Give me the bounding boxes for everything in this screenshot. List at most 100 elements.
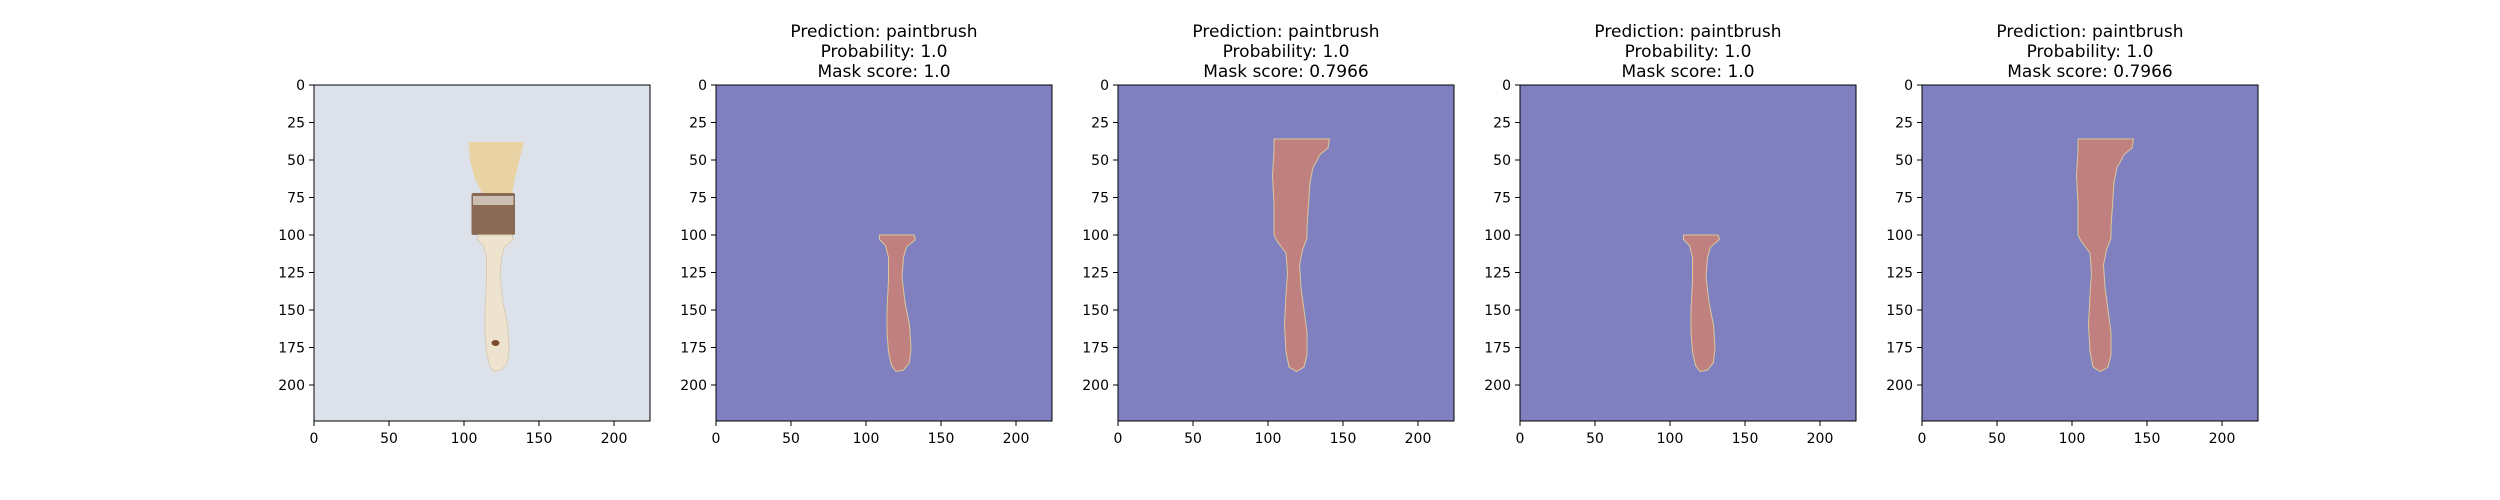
y-tick-label: 75 — [1091, 191, 1109, 207]
axes-frame — [715, 84, 1053, 422]
brush-handle — [477, 234, 515, 373]
subplot-title-line: Probability: 1.0 — [2027, 42, 2154, 62]
subplot-title-line: Mask score: 0.7966 — [2007, 62, 2172, 82]
y-tick-label: 175 — [1484, 341, 1511, 357]
x-tick-label: 50 — [1184, 431, 1202, 447]
x-tick-label: 50 — [1586, 431, 1604, 447]
axes-frame — [1117, 84, 1455, 422]
y-tick-label: 150 — [278, 303, 305, 319]
subplot-3: 0 50 100 150 200 0 25 50 75 100 125 150 175 200 Predic… — [1082, 22, 1455, 447]
y-tick-label: 125 — [1484, 266, 1511, 282]
y-tick-label: 200 — [278, 378, 305, 394]
subplot-title-line: Prediction: paintbrush — [1192, 22, 1379, 42]
y-tick-label: 25 — [1493, 116, 1511, 132]
y-tick-label: 150 — [680, 303, 707, 319]
subplot-title-line: Prediction: paintbrush — [1996, 22, 2183, 42]
x-tick-label: 0 — [1918, 431, 1927, 447]
y-tick-label: 0 — [296, 78, 305, 94]
x-tick-label: 100 — [853, 431, 880, 447]
x-tick-label: 100 — [2059, 431, 2086, 447]
x-tick-label: 100 — [1657, 431, 1684, 447]
x-tick-label: 100 — [451, 431, 478, 447]
y-tick-label: 125 — [278, 266, 305, 282]
x-tick-label: 50 — [1988, 431, 2006, 447]
mask-region — [1683, 234, 1721, 373]
x-tick-label: 150 — [2134, 431, 2161, 447]
y-tick-label: 50 — [689, 153, 707, 169]
y-tick-label: 0 — [1100, 78, 1109, 94]
x-tick-label: 0 — [310, 431, 319, 447]
y-tick-label: 200 — [1082, 378, 1109, 394]
brush-bristles — [468, 142, 524, 193]
x-tick-label: 200 — [601, 431, 628, 447]
paintbrush-photo — [468, 142, 524, 373]
x-tick-label: 200 — [1003, 431, 1030, 447]
subplot-title-line: Probability: 1.0 — [1625, 42, 1752, 62]
y-tick-label: 25 — [1895, 116, 1913, 132]
brush-handle-hole — [491, 340, 500, 346]
y-tick-label: 125 — [680, 266, 707, 282]
y-tick-label: 150 — [1082, 303, 1109, 319]
x-tick-label: 200 — [1405, 431, 1432, 447]
mask-background — [1520, 85, 1856, 421]
y-tick-label: 75 — [287, 191, 305, 207]
y-tick-label: 175 — [1082, 341, 1109, 357]
subplot-2: 0 50 100 150 200 0 25 50 75 100 125 150 175 200 Predic… — [680, 22, 1053, 447]
brush-ferrule-band — [473, 196, 514, 205]
x-tick-label: 0 — [1114, 431, 1123, 447]
mask-region — [2075, 138, 2135, 373]
x-tick-label: 0 — [1516, 431, 1525, 447]
x-tick-label: 150 — [1732, 431, 1759, 447]
subplot-1: 0 50 100 150 200 0 25 50 75 100 125 150 175 200 — [278, 78, 651, 447]
axes-frame — [1519, 84, 1857, 422]
y-tick-label: 100 — [1886, 228, 1913, 244]
subplot-title-line: Prediction: paintbrush — [1594, 22, 1781, 42]
x-tick-label: 150 — [928, 431, 955, 447]
y-tick-label: 200 — [1886, 378, 1913, 394]
y-tick-label: 50 — [1895, 153, 1913, 169]
subplot-5: 0 50 100 150 200 0 25 50 75 100 125 150 175 200 Predic… — [1886, 22, 2259, 447]
axes-frame — [1921, 84, 2259, 422]
y-tick-label: 25 — [287, 116, 305, 132]
y-tick-label: 50 — [1091, 153, 1109, 169]
axes-frame — [313, 84, 651, 422]
subplot-title-line: Mask score: 0.7966 — [1203, 62, 1368, 82]
y-tick-label: 175 — [1886, 341, 1913, 357]
y-tick-label: 0 — [1904, 78, 1913, 94]
y-tick-label: 0 — [698, 78, 707, 94]
subplot-title-line: Mask score: 1.0 — [1621, 62, 1754, 82]
x-tick-label: 50 — [380, 431, 398, 447]
mask-background — [716, 85, 1052, 421]
y-tick-label: 100 — [1082, 228, 1109, 244]
x-tick-label: 50 — [782, 431, 800, 447]
y-tick-label: 100 — [680, 228, 707, 244]
subplot-title-line: Mask score: 1.0 — [817, 62, 950, 82]
subplot-title-line: Prediction: paintbrush — [790, 22, 977, 42]
mask-region — [1271, 138, 1331, 373]
y-tick-label: 50 — [287, 153, 305, 169]
y-tick-label: 200 — [680, 378, 707, 394]
y-tick-label: 125 — [1886, 266, 1913, 282]
y-tick-label: 150 — [1886, 303, 1913, 319]
x-tick-label: 150 — [526, 431, 553, 447]
y-tick-label: 200 — [1484, 378, 1511, 394]
y-tick-label: 75 — [689, 191, 707, 207]
x-tick-label: 100 — [1255, 431, 1282, 447]
y-tick-label: 0 — [1502, 78, 1511, 94]
y-tick-label: 75 — [1493, 191, 1511, 207]
x-tick-label: 150 — [1330, 431, 1357, 447]
mask-region — [879, 234, 917, 373]
y-tick-label: 25 — [1091, 116, 1109, 132]
y-tick-label: 50 — [1493, 153, 1511, 169]
subplot-title-line: Probability: 1.0 — [821, 42, 948, 62]
x-tick-label: 200 — [2209, 431, 2236, 447]
y-tick-label: 100 — [278, 228, 305, 244]
y-tick-label: 25 — [689, 116, 707, 132]
subplot-4: 0 50 100 150 200 0 25 50 75 100 125 150 175 200 Predic… — [1484, 22, 1857, 447]
subplot-title-line: Probability: 1.0 — [1223, 42, 1350, 62]
x-tick-label: 0 — [712, 431, 721, 447]
photo-background — [314, 85, 650, 421]
y-tick-label: 175 — [680, 341, 707, 357]
y-tick-label: 175 — [278, 341, 305, 357]
